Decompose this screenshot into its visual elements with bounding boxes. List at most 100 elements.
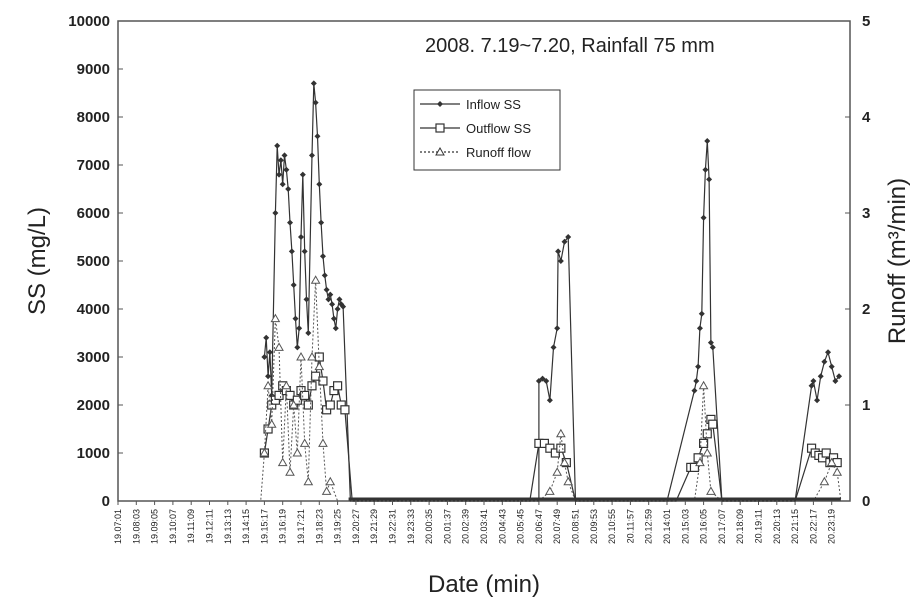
runoff-flow-point	[325, 476, 336, 486]
inflow-ss-point	[557, 258, 564, 264]
inflow-ss-point	[554, 325, 561, 332]
outflow-ss-point	[702, 429, 712, 439]
inflow-ss-point	[817, 373, 824, 380]
runoff-flow-point	[706, 486, 716, 495]
y2-tick-label: 4	[862, 109, 871, 126]
inflow-ss-point	[555, 248, 562, 255]
x-tick-label: 20.18:09	[735, 509, 745, 544]
y-tick-label: 3000	[77, 349, 110, 366]
y2-axis-title: Runoff (m³/min)	[884, 178, 911, 344]
outflow-ss-point	[292, 395, 302, 405]
inflow-ss-point	[704, 138, 711, 144]
x-tick-label: 20.23:19	[827, 509, 837, 544]
inflow-ss-point	[340, 303, 347, 310]
y2-axis-ticks: 0 1 2 3 4 5	[845, 13, 871, 510]
runoff-flow-point	[263, 380, 273, 390]
y2-tick-label: 5	[862, 13, 870, 30]
x-tick-label: 19.10:07	[168, 509, 178, 544]
x-tick-label: 19.22:31	[388, 509, 398, 544]
series-diamond	[261, 80, 843, 502]
x-axis-title: Date (min)	[428, 571, 540, 598]
inflow-ss-point	[314, 133, 321, 140]
runoff-flow-point	[559, 457, 570, 467]
x-tick-label: 20.06:47	[534, 509, 544, 544]
runoff-flow-point	[270, 313, 281, 323]
inflow-ss-point	[285, 186, 292, 192]
x-tick-label: 19.09:05	[150, 509, 160, 544]
outflow-ss-point	[821, 448, 831, 458]
inflow-ss-point	[290, 282, 297, 288]
inflow-ss-point	[693, 378, 700, 384]
inflow-ss-point	[312, 99, 319, 106]
outflow-ss-point	[333, 381, 343, 391]
runoff-flow-point	[832, 467, 843, 476]
inflow-ss-point	[707, 339, 714, 346]
runoff-flow-point	[310, 275, 321, 284]
x-tick-label: 19.23:33	[406, 509, 416, 544]
runoff-flow-point	[555, 428, 566, 438]
inflow-ss-point	[292, 315, 299, 322]
inflow-ss-point	[296, 325, 303, 332]
runoff-flow-point	[819, 476, 830, 486]
inflow-ss-point	[261, 354, 268, 360]
outflow-ss-point	[539, 438, 549, 448]
outflow-ss-point	[274, 390, 284, 400]
inflow-ss-point	[305, 330, 312, 336]
inflow-ss-point	[294, 344, 301, 351]
runoff-flow-point	[285, 467, 295, 476]
runoff-flow-point	[314, 361, 325, 371]
inflow-ss-point	[316, 181, 323, 188]
runoff-flow-point	[299, 438, 310, 447]
x-tick-label: 19.15:17	[259, 509, 269, 544]
series-triangle	[118, 275, 850, 502]
y-tick-label: 8000	[77, 109, 110, 126]
y-tick-label: 4000	[77, 301, 110, 318]
x-tick-label: 20.12:59	[644, 509, 654, 544]
x-tick-label: 20.21:15	[790, 509, 800, 544]
inflow-ss-point	[327, 291, 334, 298]
inflow-ss-point	[808, 382, 815, 389]
inflow-ss-point	[535, 378, 542, 384]
x-tick-label: 19.16:19	[278, 509, 288, 544]
runoff-flow-point	[296, 351, 306, 361]
inflow-ss-point	[283, 166, 290, 173]
runoff-flow-point	[274, 342, 284, 351]
x-tick-label: 20.20:13	[772, 509, 782, 544]
y-tick-label: 10000	[68, 13, 110, 30]
runoff-flow-point	[826, 457, 837, 467]
inflow-ss-point	[319, 253, 326, 260]
inflow-ss-point	[836, 373, 843, 380]
x-tick-label: 19.07:01	[113, 509, 123, 544]
x-tick-label: 19.19:25	[333, 509, 343, 544]
x-tick-label: 20.14:01	[662, 509, 672, 544]
inflow-ss-point	[698, 310, 705, 317]
inflow-ss-point	[274, 142, 281, 149]
inflow-ss-point	[308, 152, 315, 159]
y-tick-label: 0	[102, 493, 110, 510]
y-tick-label: 7000	[77, 157, 110, 174]
x-tick-label: 20.22:17	[808, 509, 818, 544]
x-tick-label: 20.15:03	[680, 509, 690, 544]
inflow-ss-point	[695, 363, 702, 370]
inflow-ss-point	[709, 344, 716, 351]
x-tick-label: 20.17:07	[717, 509, 727, 544]
outflow-ss-point	[689, 462, 700, 472]
inflow-ss-point	[281, 152, 288, 159]
outflow-ss-point	[307, 381, 317, 391]
inflow-ss-point	[334, 306, 341, 312]
outflow-ss-point	[556, 443, 566, 453]
inflow-ss-point	[303, 296, 310, 303]
outflow-ss-point	[340, 405, 350, 415]
outflow-ss-point	[708, 419, 718, 429]
inflow-ss-point	[265, 373, 272, 380]
inflow-ss-point	[437, 101, 443, 107]
series-layer	[118, 80, 850, 502]
runoff-flow-point	[307, 351, 317, 361]
x-tick-label: 20.05:45	[516, 509, 526, 544]
inflow-ss-point	[336, 296, 343, 303]
legend: Inflow SS Outflow SS Runoff flow	[413, 89, 561, 171]
legend-label: Outflow SS	[466, 121, 531, 136]
runoff-flow-point	[321, 486, 332, 495]
x-tick-label: 19.14:15	[241, 509, 251, 544]
